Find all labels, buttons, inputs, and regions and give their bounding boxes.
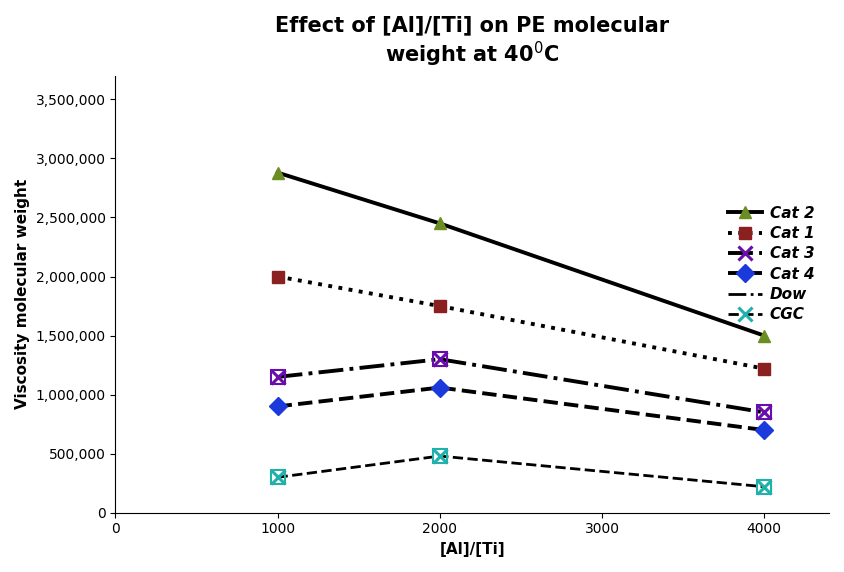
Line: Cat 3: Cat 3 [271, 352, 771, 419]
Cat 2 [273, 169, 283, 176]
Cat 4 [435, 384, 445, 391]
CGC [435, 452, 445, 459]
CGC [759, 483, 769, 490]
CGC [273, 474, 283, 480]
Cat 2 [435, 220, 445, 227]
Title: Effect of [Al]/[Ti] on PE molecular
weight at 40$^{0}$C: Effect of [Al]/[Ti] on PE molecular weig… [275, 15, 669, 69]
Cat 3 [759, 409, 769, 416]
Line: Cat 4: Cat 4 [271, 382, 771, 436]
Cat 3 [435, 356, 445, 363]
Cat 1 [759, 365, 769, 372]
Line: CGC: CGC [271, 449, 771, 494]
Cat 1 [273, 273, 283, 280]
Cat 4 [759, 427, 769, 434]
Y-axis label: Viscosity molecular weight: Viscosity molecular weight [15, 179, 30, 410]
Line: Cat 1: Cat 1 [272, 271, 770, 374]
Cat 4 [273, 403, 283, 410]
X-axis label: [Al]/[Ti]: [Al]/[Ti] [440, 542, 505, 557]
Cat 3 [273, 374, 283, 380]
Cat 2 [759, 332, 769, 339]
Cat 1 [435, 303, 445, 309]
Legend: Cat 2, Cat 1, Cat 3, Cat 4, Dow, CGC: Cat 2, Cat 1, Cat 3, Cat 4, Dow, CGC [728, 206, 814, 323]
Line: Cat 2: Cat 2 [271, 166, 771, 342]
